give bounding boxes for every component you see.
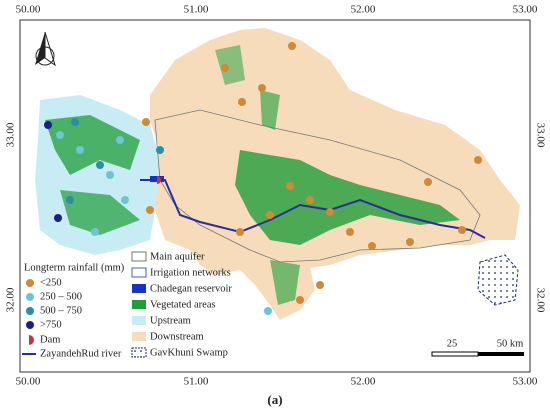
x-label-top: 51.00	[184, 4, 209, 16]
x-label-top: 52.00	[351, 4, 376, 16]
map-feature	[326, 208, 334, 216]
river	[140, 179, 486, 239]
map-feature	[286, 182, 294, 190]
legend-item: 500 – 750	[40, 305, 82, 316]
map-feature	[146, 206, 154, 214]
rainfall-stations-top	[44, 121, 62, 222]
legend-title: Longterm rainfall (mm)	[24, 262, 125, 273]
map-feature	[406, 238, 414, 246]
map-feature	[264, 307, 272, 315]
y-label-left: 33.00	[5, 122, 17, 147]
map-feature	[142, 118, 150, 126]
legend-symbol	[29, 335, 34, 345]
x-label-bottom: 53.00	[513, 376, 538, 388]
map-feature	[91, 228, 99, 236]
main-aquifer-outline	[154, 109, 481, 263]
map-feature	[60, 190, 140, 235]
layer-legend: Main aquifer Irrigation networks Chadega…	[131, 251, 232, 358]
map-feature	[288, 42, 296, 50]
legend-item: <250	[40, 277, 62, 288]
rainfall-stations-low	[142, 42, 482, 304]
legend-symbol	[131, 267, 147, 278]
map-feature	[76, 146, 84, 154]
map-feature	[266, 211, 274, 219]
scale-label: 25	[447, 338, 458, 349]
legend-item: Main aquifer	[150, 251, 205, 262]
legend-symbol	[132, 332, 146, 341]
map-feature	[106, 171, 114, 179]
legend-symbol	[132, 284, 146, 293]
map-feature	[424, 178, 432, 186]
legend-symbol	[26, 279, 34, 287]
map-feature	[156, 146, 164, 154]
scale-label: 50 km	[497, 338, 524, 349]
map-feature	[121, 196, 129, 204]
map-feature	[116, 136, 124, 144]
x-label-top: 53.00	[513, 4, 538, 16]
map-feature	[56, 131, 64, 139]
map-feature	[235, 150, 460, 245]
legend-symbol	[26, 293, 34, 301]
legend-item: >750	[40, 319, 62, 330]
map-feature	[66, 196, 74, 204]
map-feature	[316, 281, 324, 289]
map-feature	[71, 118, 79, 126]
map-feature	[236, 228, 244, 236]
y-label-right: 33.00	[534, 123, 546, 148]
map-feature	[54, 214, 62, 222]
map-feature	[44, 121, 52, 129]
map-feature	[306, 196, 314, 204]
legend-symbol	[26, 307, 34, 315]
rainfall-stations-mid	[56, 131, 272, 315]
legend-item: Irrigation networks	[150, 267, 231, 278]
legend-item: ZayandehRud river	[40, 348, 122, 359]
legend-item: GavKhuni Swamp	[150, 347, 228, 358]
legend-symbol	[131, 251, 147, 262]
map-feature	[260, 90, 280, 130]
legend-symbol	[26, 321, 34, 329]
scale-bar	[431, 351, 479, 357]
x-label-bottom: 51.00	[184, 376, 209, 388]
legend-symbol	[132, 300, 146, 309]
x-label-bottom: 52.00	[351, 376, 376, 388]
map-feature	[346, 228, 354, 236]
legend-item: Upstream	[150, 315, 191, 326]
gavkhuni-swamp	[477, 254, 519, 306]
map-feature	[221, 64, 229, 72]
scale-bar	[478, 352, 524, 356]
legend-item: Downstream	[150, 331, 204, 342]
dam	[157, 176, 161, 184]
map-feature	[238, 98, 246, 106]
legend-item: Dam	[40, 334, 60, 345]
map-feature	[258, 84, 266, 92]
y-label-left: 32.00	[5, 287, 17, 312]
rainfall-stations-high	[66, 118, 164, 204]
legend-symbol	[132, 316, 146, 325]
map-feature	[270, 260, 300, 305]
legend-item: Chadegan reservoir	[150, 283, 232, 294]
map-feature	[215, 45, 245, 85]
y-label-right: 32.00	[534, 288, 546, 313]
map-feature	[45, 115, 140, 175]
map-feature	[35, 46, 55, 66]
map-feature	[96, 161, 104, 169]
x-label-top: 50.00	[16, 4, 41, 16]
legend-symbol	[131, 347, 147, 358]
map-feature	[296, 296, 304, 304]
x-label-bottom: 50.00	[16, 376, 41, 388]
map-feature	[474, 156, 482, 164]
vegetated-areas	[45, 45, 460, 305]
legend-item: Vegetated areas	[150, 299, 216, 310]
north-arrow	[35, 31, 56, 67]
map-feature	[368, 242, 376, 250]
map-feature	[458, 226, 466, 234]
legend-item: 250 – 500	[40, 291, 82, 302]
caption: (a)	[267, 392, 282, 407]
